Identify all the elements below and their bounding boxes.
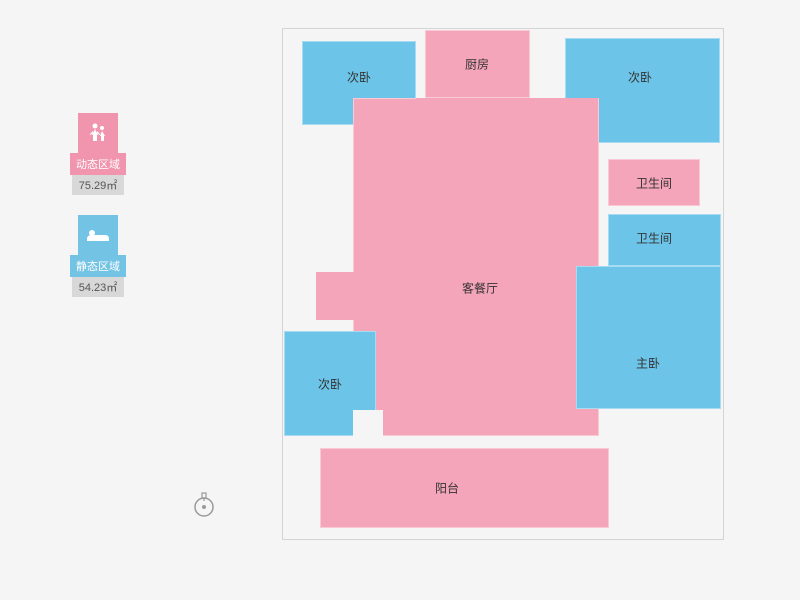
legend-dynamic-value: 75.29㎡ [72,175,124,195]
room-label-kitchen: 厨房 [465,56,489,73]
legend-static-value: 54.23㎡ [72,277,124,297]
room-label-balcony: 阳台 [435,480,459,497]
floorplan: 次卧厨房次卧卫生间卫生间客餐厅次卧主卧阳台 [240,20,755,575]
room-label-master: 主卧 [636,355,660,372]
overlay-corridor-top [416,98,598,158]
room-balcony [320,448,609,528]
legend-dynamic-label: 动态区域 [70,153,126,175]
legend-static-label: 静态区域 [70,255,126,277]
room-label-living: 客餐厅 [462,280,498,297]
room-label-bedroom2-tl: 次卧 [347,69,371,86]
people-icon [78,113,118,153]
room-label-bedroom2-tr: 次卧 [628,69,652,86]
overlay-step-bl [353,410,383,436]
sleep-icon [78,215,118,255]
overlay-notch-left [316,272,376,320]
compass-icon [190,490,218,518]
legend-panel: 动态区域 75.29㎡ 静态区域 54.23㎡ [70,113,126,317]
legend-static: 静态区域 54.23㎡ [70,215,126,297]
room-master [576,266,721,409]
room-label-bedroom2-bl: 次卧 [318,376,342,393]
room-label-bath2: 卫生间 [636,230,672,247]
legend-dynamic: 动态区域 75.29㎡ [70,113,126,195]
room-label-bath1: 卫生间 [636,175,672,192]
